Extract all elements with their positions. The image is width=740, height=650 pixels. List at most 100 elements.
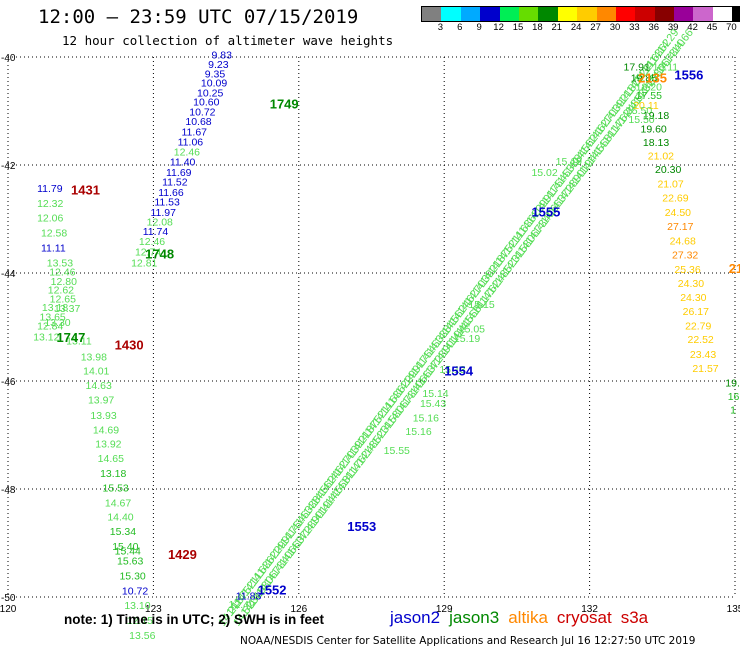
wave-height-value: 11.69 — [166, 167, 192, 179]
pass-number-label: 1555 — [531, 204, 560, 219]
colorbar-swatch — [674, 7, 694, 21]
wave-height-value: 15.16 — [405, 426, 431, 438]
colorbar-tick-label: 21 — [551, 22, 563, 33]
colorbar-swatch — [712, 7, 733, 21]
map-title: 12:00 – 23:59 UTC 07/15/2019 — [38, 6, 359, 28]
wave-height-value: 10.60 — [193, 97, 219, 109]
colorbar-swatch — [577, 7, 597, 21]
colorbar-swatch — [693, 7, 713, 21]
wave-height-value: 18.20 — [636, 81, 662, 93]
colorbar-swatch — [615, 7, 636, 21]
pass-number-label: 21 — [729, 261, 740, 276]
wave-height-value: 9.35 — [205, 69, 226, 81]
colorbar-swatch — [596, 7, 616, 21]
wave-height-value: 11.11 — [41, 242, 66, 254]
colorbar-tick-label: 12 — [493, 22, 504, 33]
pass-number-label: 1554 — [444, 364, 474, 379]
legend-s3a: s3a — [620, 608, 649, 627]
wave-height-value: 18.13 — [643, 137, 669, 149]
colorbar-tick-label: 6 — [457, 22, 463, 33]
wave-height-value: 13.53 — [47, 258, 73, 270]
wave-height-value: 13.18 — [100, 468, 126, 480]
wave-height-value: 15.55 — [384, 445, 410, 457]
units-note: note: 1) Time is in UTC; 2) SWH is in fe… — [64, 612, 325, 627]
wave-height-value: 13.65 — [40, 312, 66, 324]
colorbar-tick-label: 9 — [476, 22, 482, 33]
legend-cryosat: cryosat — [556, 608, 612, 627]
wave-height-value: 11.74 — [143, 226, 169, 238]
wave-height-value: 12.74 — [135, 247, 161, 259]
wave-height-value: 24.50 — [665, 207, 691, 219]
wave-height-value: 23.43 — [690, 349, 716, 361]
wave-height-value: 16 — [728, 391, 740, 403]
wave-height-value: 15.44 — [115, 545, 141, 557]
wave-height-value: 15.05 — [459, 323, 485, 335]
wave-height-value: 15.16 — [413, 413, 439, 425]
wave-height-value: 13.18 — [42, 302, 68, 314]
wave-height-observations: 9.839.239.3510.0910.2510.6010.7210.6811.… — [33, 50, 740, 642]
wave-height-value: 21.07 — [657, 179, 683, 191]
pass-number-label: 2135 — [638, 70, 667, 85]
wave-height-value: 12.84 — [37, 321, 63, 333]
wave-height-value: 24.30 — [678, 278, 704, 290]
wave-height-value: 11.06 — [178, 137, 204, 149]
wave-height-value: 15.34 — [110, 526, 136, 538]
colorbar-swatch — [460, 7, 481, 21]
credit-line: NOAA/NESDIS Center for Satellite Applica… — [240, 635, 696, 647]
colorbar-swatch — [732, 7, 740, 21]
wave-height-value: 10.25 — [197, 87, 223, 99]
satellite-tracks: 14.2114.8714.5214.1114.6314.6214.2914.91… — [217, 27, 696, 629]
wave-height-value: 15.63 — [117, 556, 143, 568]
wave-height-value: 14.65 — [98, 453, 124, 465]
colorbar-tick-label: 45 — [706, 22, 718, 33]
colorbar-tick-label: 70 — [726, 22, 737, 33]
y-tick-label: -48 — [1, 485, 16, 496]
colorbar-tick-label: 30 — [609, 22, 621, 33]
wave-height-value: 9.23 — [208, 59, 229, 71]
colorbar-swatch — [654, 7, 675, 21]
colorbar-swatch — [518, 7, 539, 21]
wave-height-value: 26.17 — [683, 306, 709, 318]
pass-number-label: 1556 — [674, 68, 703, 83]
wave-height-value: 13.37 — [54, 303, 80, 315]
wave-height-value: 13.93 — [90, 410, 116, 422]
wave-height-value: 1 — [730, 404, 736, 416]
wave-height-value: 14.63 — [86, 380, 112, 392]
legend-jason3: jason3 — [449, 608, 500, 627]
wave-height-value: 12.65 — [50, 294, 76, 306]
colorbar-swatch — [499, 7, 519, 21]
x-tick-label: 126 — [290, 604, 307, 615]
legend-altika: altika — [508, 608, 548, 627]
colorbar-swatch — [557, 7, 578, 21]
wave-height-value: 15.19 — [454, 333, 480, 345]
wave-height-value: 15.14 — [422, 388, 448, 400]
colorbar-tick-label: 15 — [512, 22, 524, 33]
wave-height-value: 13.10 — [124, 600, 150, 612]
wave-height-value: 15.13 — [439, 364, 465, 376]
wave-height-value: 21.57 — [692, 363, 718, 375]
wave-height-value: 13.97 — [88, 395, 114, 407]
wave-height-value: 11.97 — [150, 207, 176, 219]
y-tick-label: -42 — [1, 161, 16, 172]
pass-number-label: 1430 — [115, 338, 144, 353]
wave-height-value: 21.02 — [648, 151, 674, 163]
wave-height-value: 11.66 — [158, 187, 184, 199]
wave-height-value: 22.79 — [685, 321, 711, 333]
wave-height-value: 11.40 — [170, 157, 196, 169]
wave-height-value: 15.43 — [420, 398, 446, 410]
wave-height-value: 10.72 — [189, 106, 215, 118]
legend-jason2: jason2 — [390, 608, 441, 627]
axis-ticks: 120 123 126 129 132 135 -40 -42 -44 -46 -48 -50 — [0, 53, 740, 615]
x-tick-label: 120 — [0, 604, 17, 615]
x-tick-label: 129 — [436, 604, 453, 615]
wave-height-value: 22.52 — [688, 334, 714, 346]
satellite-legend: jason2 jason3 altika cryosat s3a — [390, 608, 657, 628]
wave-height-value: 11.67 — [182, 126, 208, 138]
wave-height-value: 24.68 — [670, 235, 696, 247]
colorbar-swatch — [538, 7, 558, 21]
pass-number-label: 1552 — [258, 582, 287, 597]
wave-height-value: 19.60 — [640, 124, 666, 136]
wave-height-value: 15.40 — [112, 541, 138, 553]
wave-height-value: 12.06 — [37, 213, 63, 225]
colorbar-tick-label: 27 — [590, 22, 601, 33]
